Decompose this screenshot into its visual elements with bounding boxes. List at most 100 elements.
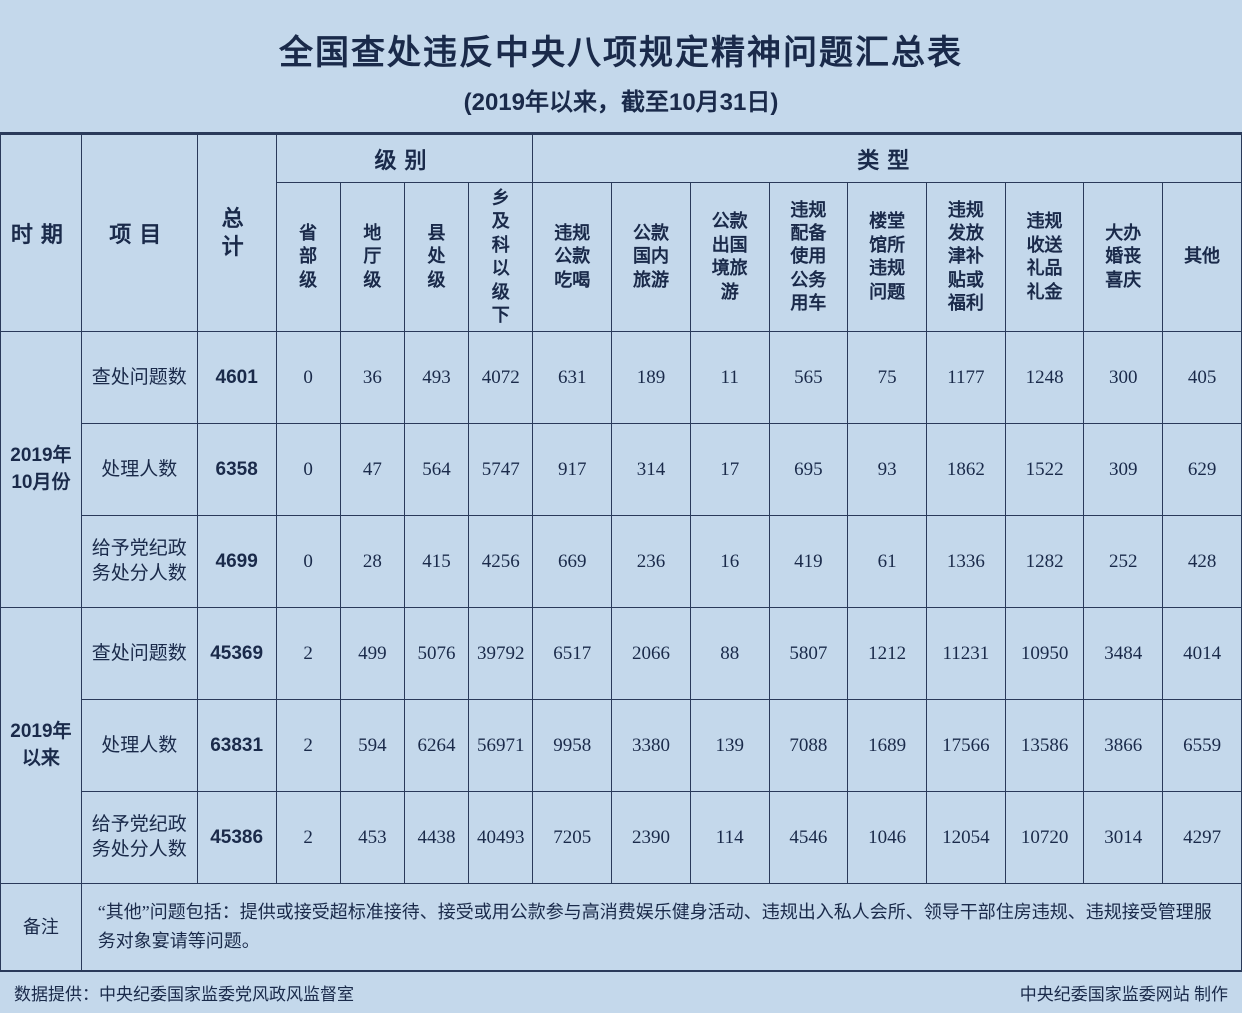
- value-cell: 9958: [533, 700, 612, 792]
- value-cell: 6264: [404, 700, 468, 792]
- value-cell: 1177: [926, 332, 1005, 424]
- value-cell: 917: [533, 424, 612, 516]
- value-cell: 3014: [1084, 792, 1163, 884]
- value-cell: 4438: [404, 792, 468, 884]
- value-cell: 2390: [612, 792, 691, 884]
- footer: 数据提供：中央纪委国家监委党风政风监督室 中央纪委国家监委网站 制作: [0, 971, 1242, 1013]
- value-cell: 428: [1163, 516, 1242, 608]
- value-cell: 10720: [1005, 792, 1084, 884]
- table-row: 2019年以来查处问题数4536924995076397926517206688…: [1, 608, 1242, 700]
- table-row: 给予党纪政务处分人数469902841542566692361641961133…: [1, 516, 1242, 608]
- value-cell: 3484: [1084, 608, 1163, 700]
- value-cell: 564: [404, 424, 468, 516]
- value-cell: 1862: [926, 424, 1005, 516]
- value-cell: 415: [404, 516, 468, 608]
- value-cell: 88: [690, 608, 769, 700]
- col-level-2: 县 处 级: [404, 183, 468, 332]
- table-row: 处理人数635804756457479173141769593186215223…: [1, 424, 1242, 516]
- value-cell: 2: [276, 700, 340, 792]
- value-cell: 93: [848, 424, 927, 516]
- value-cell: 493: [404, 332, 468, 424]
- value-cell: 6559: [1163, 700, 1242, 792]
- value-cell: 36: [340, 332, 404, 424]
- value-cell: 5747: [469, 424, 533, 516]
- value-cell: 1282: [1005, 516, 1084, 608]
- value-cell: 40493: [469, 792, 533, 884]
- col-level-3: 乡 及 科 以 级 下: [469, 183, 533, 332]
- value-cell: 1212: [848, 608, 927, 700]
- footer-left: 数据提供：中央纪委国家监委党风政风监督室: [14, 980, 354, 1005]
- value-cell: 252: [1084, 516, 1163, 608]
- value-cell: 11231: [926, 608, 1005, 700]
- value-cell: 4297: [1163, 792, 1242, 884]
- value-cell: 139: [690, 700, 769, 792]
- value-cell: 2066: [612, 608, 691, 700]
- value-cell: 629: [1163, 424, 1242, 516]
- value-cell: 300: [1084, 332, 1163, 424]
- table-row: 处理人数638312594626456971995833801397088168…: [1, 700, 1242, 792]
- col-type-8: 其他: [1163, 183, 1242, 332]
- value-cell: 1336: [926, 516, 1005, 608]
- period-cell: 2019年10月份: [1, 332, 82, 608]
- value-cell: 631: [533, 332, 612, 424]
- value-cell: 2: [276, 792, 340, 884]
- value-cell: 0: [276, 332, 340, 424]
- value-cell: 13586: [1005, 700, 1084, 792]
- report-container: 全国查处违反中央八项规定精神问题汇总表 (2019年以来，截至10月31日) 时…: [0, 0, 1242, 933]
- total-cell: 45386: [197, 792, 276, 884]
- total-cell: 6358: [197, 424, 276, 516]
- item-cell: 查处问题数: [81, 332, 197, 424]
- value-cell: 4256: [469, 516, 533, 608]
- item-cell: 处理人数: [81, 700, 197, 792]
- value-cell: 56971: [469, 700, 533, 792]
- value-cell: 453: [340, 792, 404, 884]
- value-cell: 1248: [1005, 332, 1084, 424]
- col-type-0: 违规 公款 吃喝: [533, 183, 612, 332]
- col-level-0: 省 部 级: [276, 183, 340, 332]
- value-cell: 17: [690, 424, 769, 516]
- col-total: 总 计: [197, 135, 276, 332]
- value-cell: 7088: [769, 700, 848, 792]
- col-type-2: 公款 出国 境旅 游: [690, 183, 769, 332]
- col-type-4: 楼堂 馆所 违规 问题: [848, 183, 927, 332]
- value-cell: 1522: [1005, 424, 1084, 516]
- col-type-1: 公款 国内 旅游: [612, 183, 691, 332]
- note-row: 备注“其他”问题包括：提供或接受超标准接待、接受或用公款参与高消费娱乐健身活动、…: [1, 884, 1242, 971]
- col-level-group: 级别: [276, 135, 533, 183]
- value-cell: 2: [276, 608, 340, 700]
- note-text: “其他”问题包括：提供或接受超标准接待、接受或用公款参与高消费娱乐健身活动、违规…: [81, 884, 1241, 971]
- value-cell: 16: [690, 516, 769, 608]
- total-cell: 4601: [197, 332, 276, 424]
- value-cell: 695: [769, 424, 848, 516]
- value-cell: 1689: [848, 700, 927, 792]
- sub-title: (2019年以来，截至10月31日): [0, 82, 1242, 117]
- value-cell: 39792: [469, 608, 533, 700]
- item-cell: 查处问题数: [81, 608, 197, 700]
- value-cell: 309: [1084, 424, 1163, 516]
- value-cell: 0: [276, 516, 340, 608]
- note-label: 备注: [1, 884, 82, 971]
- value-cell: 0: [276, 424, 340, 516]
- value-cell: 1046: [848, 792, 927, 884]
- value-cell: 314: [612, 424, 691, 516]
- title-area: 全国查处违反中央八项规定精神问题汇总表 (2019年以来，截至10月31日): [0, 0, 1242, 134]
- total-cell: 45369: [197, 608, 276, 700]
- value-cell: 419: [769, 516, 848, 608]
- col-type-5: 违规 发放 津补 贴或 福利: [926, 183, 1005, 332]
- value-cell: 565: [769, 332, 848, 424]
- item-cell: 给予党纪政务处分人数: [81, 792, 197, 884]
- value-cell: 5076: [404, 608, 468, 700]
- total-cell: 63831: [197, 700, 276, 792]
- value-cell: 6517: [533, 608, 612, 700]
- value-cell: 12054: [926, 792, 1005, 884]
- period-cell: 2019年以来: [1, 608, 82, 884]
- value-cell: 10950: [1005, 608, 1084, 700]
- value-cell: 4546: [769, 792, 848, 884]
- value-cell: 3866: [1084, 700, 1163, 792]
- value-cell: 236: [612, 516, 691, 608]
- table-body: 2019年10月份查处问题数46010364934072631189115657…: [1, 332, 1242, 971]
- value-cell: 499: [340, 608, 404, 700]
- col-period: 时期: [1, 135, 82, 332]
- col-type-3: 违规 配备 使用 公务 用车: [769, 183, 848, 332]
- value-cell: 114: [690, 792, 769, 884]
